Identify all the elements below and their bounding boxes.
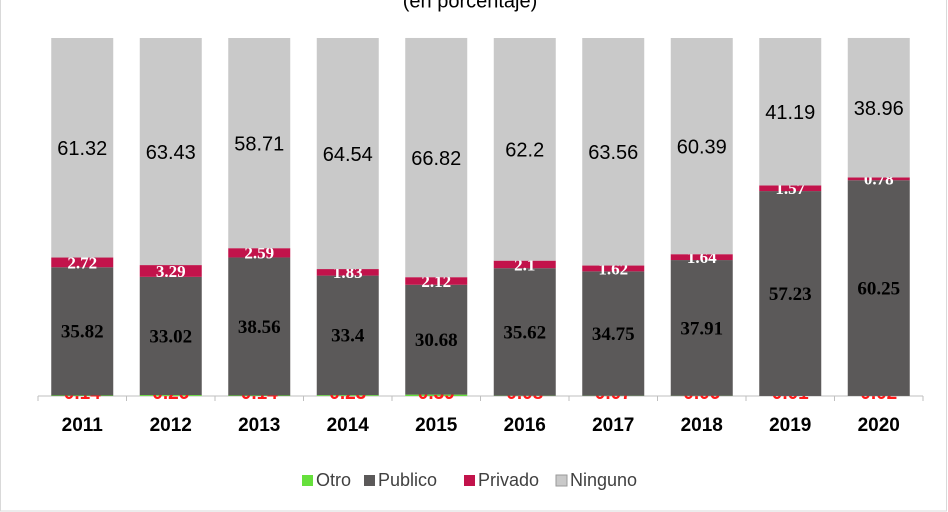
data-label: 3.29 <box>156 262 186 281</box>
x-tick-label: 2020 <box>858 415 900 436</box>
bar-segment <box>228 257 291 396</box>
bar-segment <box>582 271 645 396</box>
bar-segment <box>670 38 733 255</box>
bar-segment <box>139 38 202 266</box>
data-label: 66.82 <box>411 148 461 170</box>
data-label: 63.56 <box>588 142 638 164</box>
bar-segment <box>493 38 556 261</box>
bar-segment <box>759 185 822 192</box>
data-label: 64.54 <box>323 144 373 166</box>
bar-segment <box>847 180 910 396</box>
data-label: 2.59 <box>244 244 274 263</box>
bar-segment <box>493 260 556 269</box>
bar-segment <box>316 395 379 396</box>
x-tick-label: 2019 <box>769 415 811 436</box>
x-tick-label: 2016 <box>504 415 546 436</box>
bar-segment <box>847 177 910 181</box>
bar-segment <box>582 265 645 272</box>
bar-segment <box>493 268 556 396</box>
bar-segment <box>670 260 733 396</box>
legend-label: Otro <box>316 470 351 490</box>
data-label: 37.91 <box>680 318 723 339</box>
bar-segment <box>139 265 202 277</box>
legend-label: Publico <box>378 470 437 490</box>
bar-segment <box>405 394 468 396</box>
data-label: 62.2 <box>505 140 544 162</box>
data-label: 41.19 <box>765 102 815 124</box>
data-label: 34.75 <box>592 324 635 345</box>
bar-segment <box>582 38 645 266</box>
bar-segment <box>847 37 910 178</box>
bar-segment <box>228 395 291 396</box>
legend-label: Privado <box>478 470 539 490</box>
data-label: 60.39 <box>677 136 727 158</box>
bar-segment <box>405 284 468 395</box>
bar-segment <box>316 275 379 396</box>
data-label: 38.56 <box>238 317 281 338</box>
bar-segment <box>51 267 114 396</box>
x-tick-label: 2015 <box>415 415 458 436</box>
legend-swatch <box>555 474 568 487</box>
legend-label: Ninguno <box>570 470 637 490</box>
data-label: 61.32 <box>57 138 107 160</box>
x-tick-label: 2014 <box>327 415 370 436</box>
bar-segment <box>51 395 114 396</box>
bar-segment <box>51 38 114 258</box>
x-tick-label: 2018 <box>681 415 723 436</box>
bar-segment <box>228 248 291 258</box>
x-tick-label: 2017 <box>592 415 634 436</box>
bar-segment <box>139 395 202 396</box>
data-label: 57.23 <box>769 284 812 305</box>
x-tick-label: 2013 <box>238 415 280 436</box>
data-label: 58.71 <box>234 133 284 155</box>
bar-segment <box>759 38 822 186</box>
data-label: 2.72 <box>67 253 97 272</box>
bar-segment <box>51 257 114 268</box>
legend-swatch <box>364 475 375 486</box>
data-label: 33.4 <box>331 326 365 347</box>
data-label: 35.62 <box>503 322 546 343</box>
bar-segment <box>405 37 468 278</box>
bar-segment <box>405 277 468 285</box>
data-label: 30.68 <box>415 330 458 351</box>
x-tick-label: 2011 <box>62 415 104 436</box>
data-label: 38.96 <box>854 98 904 120</box>
data-label: 60.25 <box>857 278 900 299</box>
x-tick-label: 2012 <box>150 415 192 436</box>
bar-segment <box>228 38 291 249</box>
data-label: 63.43 <box>146 142 196 164</box>
chart-title: (en porcentaje) <box>403 0 538 12</box>
data-label: 35.82 <box>61 322 104 343</box>
bar-segment <box>759 191 822 396</box>
legend-swatch <box>464 475 475 486</box>
legend-swatch <box>302 475 313 486</box>
bar-segment <box>316 269 379 276</box>
bar-segment <box>316 38 379 270</box>
data-label: 33.02 <box>149 326 192 347</box>
bar-segment <box>670 254 733 261</box>
bar-segment <box>139 276 202 396</box>
